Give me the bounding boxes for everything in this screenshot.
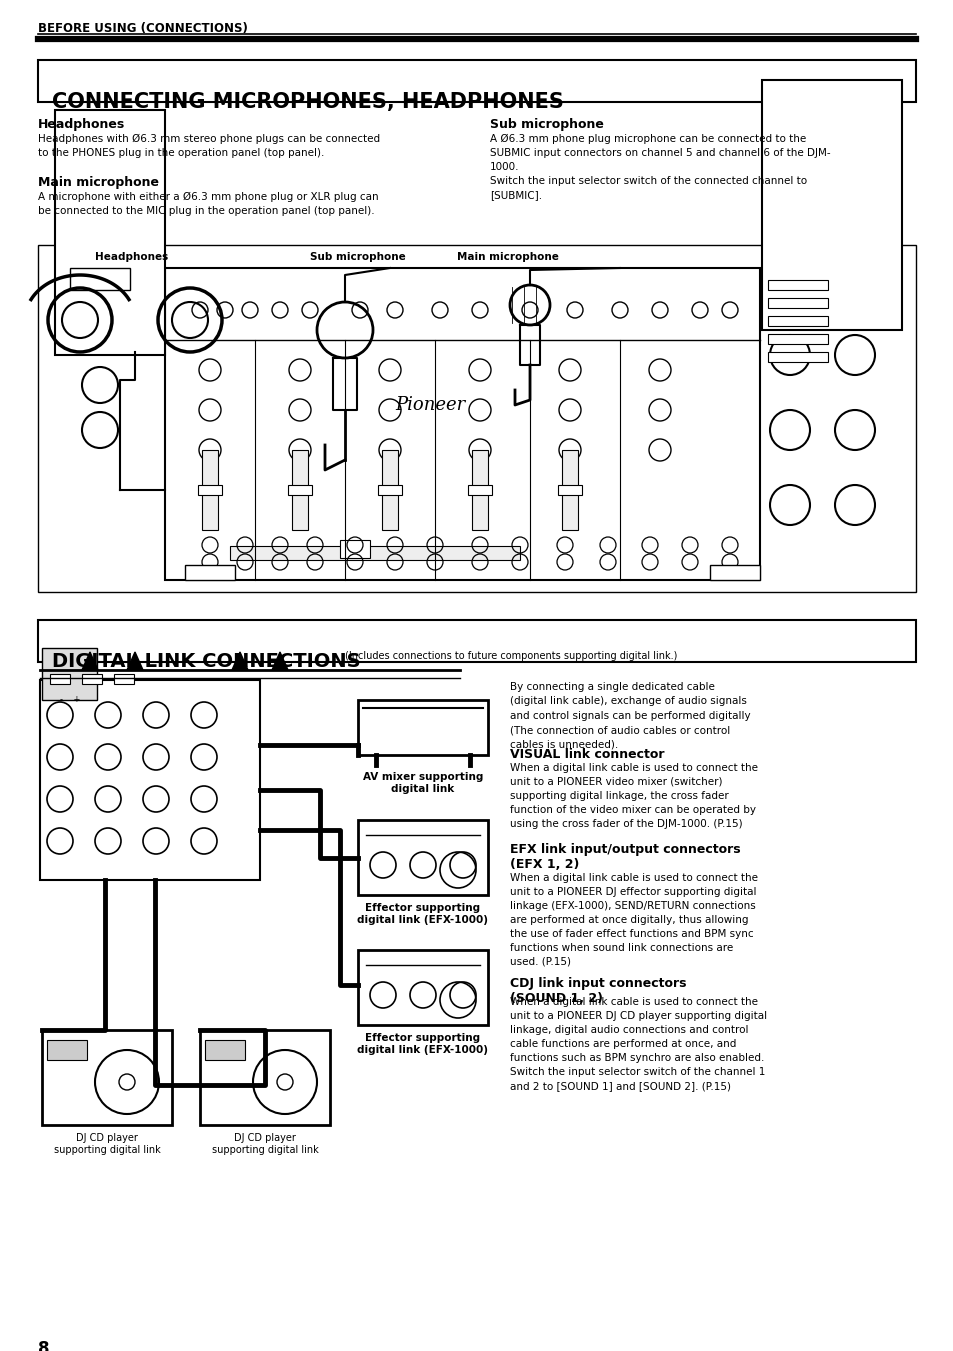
Bar xyxy=(288,485,312,494)
Bar xyxy=(468,485,492,494)
Bar xyxy=(339,540,370,558)
Bar xyxy=(38,620,915,662)
Text: (Includes connections to future components supporting digital link.): (Includes connections to future componen… xyxy=(345,651,677,661)
Polygon shape xyxy=(82,653,98,670)
Bar xyxy=(200,1029,330,1125)
Text: BEFORE USING (CONNECTIONS): BEFORE USING (CONNECTIONS) xyxy=(38,22,248,35)
Text: Sub microphone: Sub microphone xyxy=(490,118,603,131)
Bar xyxy=(357,700,488,755)
Bar xyxy=(377,485,401,494)
Text: DIGITAL LINK CONNECTIONS: DIGITAL LINK CONNECTIONS xyxy=(52,653,360,671)
Bar xyxy=(42,648,97,700)
Text: Effector supporting
digital link (EFX-1000): Effector supporting digital link (EFX-10… xyxy=(357,902,488,924)
Bar xyxy=(198,485,222,494)
Polygon shape xyxy=(232,653,248,670)
Bar xyxy=(82,674,102,684)
Bar xyxy=(292,450,308,530)
Text: AV mixer supporting
digital link: AV mixer supporting digital link xyxy=(362,771,482,793)
Bar xyxy=(472,450,488,530)
Bar xyxy=(165,267,760,580)
Text: CONNECTING MICROPHONES, HEADPHONES: CONNECTING MICROPHONES, HEADPHONES xyxy=(52,92,563,112)
Text: Effector supporting
digital link (EFX-1000): Effector supporting digital link (EFX-10… xyxy=(357,1034,488,1055)
Bar xyxy=(767,334,827,345)
Bar xyxy=(47,1040,87,1061)
Bar xyxy=(205,1040,245,1061)
Bar xyxy=(709,565,760,580)
Bar xyxy=(767,353,827,362)
Text: A Ø6.3 mm phone plug microphone can be connected to the
SUBMIC input connectors : A Ø6.3 mm phone plug microphone can be c… xyxy=(490,134,830,200)
Text: When a digital link cable is used to connect the
unit to a PIONEER DJ effector s: When a digital link cable is used to con… xyxy=(510,873,758,967)
Text: EFX link input/output connectors
(EFX 1, 2): EFX link input/output connectors (EFX 1,… xyxy=(510,843,740,871)
Text: A microphone with either a Ø6.3 mm phone plug or XLR plug can
be connected to th: A microphone with either a Ø6.3 mm phone… xyxy=(38,192,378,216)
Bar xyxy=(38,59,915,101)
Text: Main microphone: Main microphone xyxy=(456,253,558,262)
Bar xyxy=(357,950,488,1025)
Bar xyxy=(561,450,578,530)
Text: Headphones: Headphones xyxy=(38,118,125,131)
Bar xyxy=(767,299,827,308)
Text: DJ CD player
supporting digital link: DJ CD player supporting digital link xyxy=(53,1133,160,1155)
Text: 8: 8 xyxy=(38,1340,50,1351)
Bar xyxy=(558,485,581,494)
Bar xyxy=(230,546,519,561)
Bar xyxy=(70,267,130,290)
Text: Sub microphone: Sub microphone xyxy=(310,253,405,262)
Bar xyxy=(767,316,827,326)
Text: Headphones with Ø6.3 mm stereo phone plugs can be connected
to the PHONES plug i: Headphones with Ø6.3 mm stereo phone plu… xyxy=(38,134,379,158)
Bar xyxy=(50,674,70,684)
Bar xyxy=(38,245,915,592)
Text: -    +: - + xyxy=(60,694,80,704)
Text: VISUAL link connector: VISUAL link connector xyxy=(510,748,664,761)
Text: When a digital link cable is used to connect the
unit to a PIONEER video mixer (: When a digital link cable is used to con… xyxy=(510,763,758,830)
Text: Main microphone: Main microphone xyxy=(38,176,159,189)
Text: DJ CD player
supporting digital link: DJ CD player supporting digital link xyxy=(212,1133,318,1155)
Bar xyxy=(42,1029,172,1125)
Bar xyxy=(185,565,234,580)
Bar xyxy=(55,109,165,355)
Bar xyxy=(357,820,488,894)
Bar xyxy=(40,680,260,880)
Text: Headphones: Headphones xyxy=(95,253,169,262)
Text: CDJ link input connectors
(SOUND 1, 2): CDJ link input connectors (SOUND 1, 2) xyxy=(510,977,686,1005)
Text: By connecting a single dedicated cable
(digital link cable), exchange of audio s: By connecting a single dedicated cable (… xyxy=(510,682,750,750)
Bar xyxy=(113,674,133,684)
Bar xyxy=(761,80,901,330)
Text: Pioneer: Pioneer xyxy=(395,396,465,413)
Polygon shape xyxy=(272,653,288,670)
Bar xyxy=(767,280,827,290)
Bar xyxy=(202,450,218,530)
Bar xyxy=(381,450,397,530)
Polygon shape xyxy=(127,653,143,670)
Text: When a digital link cable is used to connect the
unit to a PIONEER DJ CD player : When a digital link cable is used to con… xyxy=(510,997,766,1092)
